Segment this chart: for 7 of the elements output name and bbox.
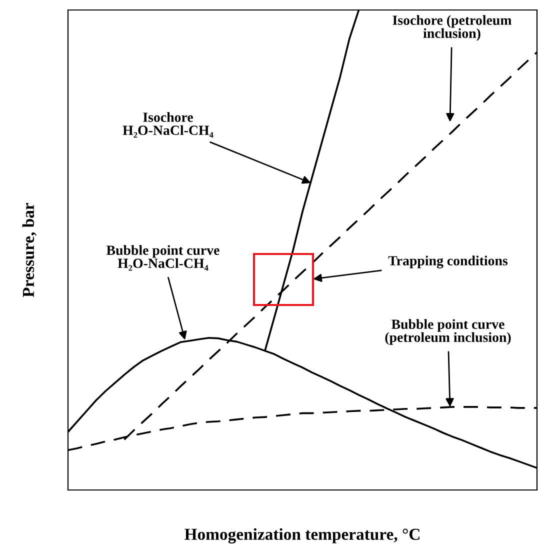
annotation: Bubble point curve (petroleum inclusion) (385, 319, 511, 345)
annotation: Isochore (petroleum inclusion) (392, 15, 512, 41)
annotation: Trapping conditions (388, 256, 508, 268)
x-axis-title: Homogenization temperature, °C (184, 528, 420, 544)
annotation: Isochore H₂O-NaCl-CH₄ (122, 112, 214, 138)
annotation: Bubble point curve H₂O-NaCl-CH₄ (106, 245, 220, 271)
y-axis-title: Pressure, bar (22, 202, 36, 298)
